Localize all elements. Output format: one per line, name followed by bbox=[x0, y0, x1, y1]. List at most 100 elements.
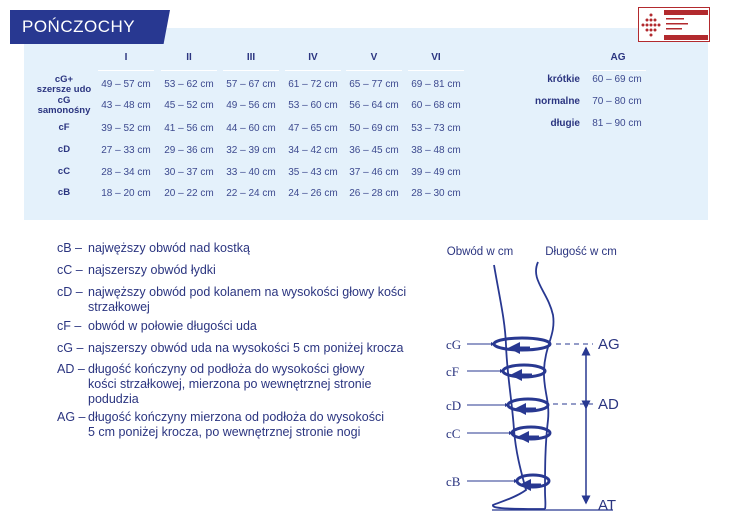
row-header: cC bbox=[29, 167, 99, 177]
circumference-ring-cB: cB bbox=[446, 473, 551, 491]
ring-label: cG bbox=[446, 337, 461, 352]
column-header: II bbox=[186, 52, 192, 63]
table-cell: 28 – 34 cm bbox=[101, 167, 151, 178]
table-cell: 32 – 39 cm bbox=[226, 145, 276, 156]
column-header: I bbox=[124, 52, 128, 63]
legend-text: najwęższy obwód nad kostką bbox=[88, 241, 250, 255]
table-cell: 33 – 40 cm bbox=[226, 167, 276, 178]
ag-row-value: 70 – 80 cm bbox=[592, 96, 642, 107]
divider bbox=[590, 70, 646, 71]
table-cell: 30 – 37 cm bbox=[164, 167, 214, 178]
ad-label: AD bbox=[598, 396, 619, 413]
table-cell: 49 – 57 cm bbox=[101, 79, 151, 90]
column-header: VI bbox=[431, 52, 441, 63]
row-sublabel: szersze udo bbox=[36, 84, 92, 95]
ag-row-label: krótkie bbox=[547, 74, 580, 85]
table-cell: 50 – 69 cm bbox=[349, 123, 399, 134]
ring-label: cB bbox=[446, 474, 461, 489]
table-cell: 39 – 52 cm bbox=[101, 123, 151, 134]
row-header: cD bbox=[29, 145, 99, 155]
ring-label: cC bbox=[446, 426, 460, 441]
legend-text: długość kończyny mierzona od podłoża do … bbox=[88, 410, 384, 424]
table-cell: 26 – 28 cm bbox=[349, 188, 399, 199]
ag-label: AG bbox=[598, 336, 620, 353]
table-cell: 53 – 73 cm bbox=[411, 123, 461, 134]
column-header: IV bbox=[308, 52, 318, 63]
divider bbox=[98, 70, 154, 71]
table-cell: 49 – 56 cm bbox=[226, 100, 276, 111]
legend-code: cF – bbox=[57, 319, 82, 333]
legend-text: 5 cm poniżej krocza, po wewnętrznej stro… bbox=[88, 425, 361, 439]
legend-text: strzałkowej bbox=[88, 300, 150, 314]
title-banner: POŃCZOCHY bbox=[10, 10, 170, 44]
row-header: cF bbox=[29, 123, 99, 133]
table-cell: 57 – 67 cm bbox=[226, 79, 276, 90]
row-header: cB bbox=[29, 188, 99, 198]
ral-logo-icon bbox=[641, 10, 708, 40]
table-cell: 34 – 42 cm bbox=[288, 145, 338, 156]
table-cell: 35 – 43 cm bbox=[288, 167, 338, 178]
divider bbox=[161, 70, 217, 71]
table-cell: 65 – 77 cm bbox=[349, 79, 399, 90]
circumference-label: Obwód w cm bbox=[447, 246, 513, 258]
table-cell: 22 – 24 cm bbox=[226, 188, 276, 199]
page-title: POŃCZOCHY bbox=[22, 17, 136, 36]
at-label: AT bbox=[598, 497, 616, 514]
ag-row-label: normalne bbox=[534, 96, 580, 107]
ag-row-value: 81 – 90 cm bbox=[592, 118, 642, 129]
divider bbox=[346, 70, 402, 71]
table-cell: 36 – 45 cm bbox=[349, 145, 399, 156]
row-sublabel: samonośny bbox=[37, 105, 91, 116]
legend-code: cG – bbox=[57, 341, 84, 355]
table-cell: 56 – 64 cm bbox=[349, 100, 399, 111]
legend-text: najszerszy obwód łydki bbox=[88, 263, 216, 277]
divider bbox=[285, 70, 341, 71]
column-header: III bbox=[246, 52, 256, 63]
table-cell: 45 – 52 cm bbox=[164, 100, 214, 111]
table-cell: 39 – 49 cm bbox=[411, 167, 461, 178]
legend-code: AG – bbox=[57, 410, 86, 424]
row-header: cG+ szersze udo bbox=[29, 75, 99, 95]
table-cell: 41 – 56 cm bbox=[164, 123, 214, 134]
legend-text: najwęższy obwód pod kolanem na wysokości… bbox=[88, 285, 407, 299]
divider bbox=[223, 70, 279, 71]
legend-code: AD – bbox=[57, 362, 85, 376]
table-cell: 29 – 36 cm bbox=[164, 145, 214, 156]
legend-text: najszerszy obwód uda na wysokości 5 cm p… bbox=[88, 341, 404, 355]
legend-code: cB – bbox=[57, 241, 83, 255]
table-cell: 43 – 48 cm bbox=[101, 100, 151, 111]
circumference-ring-cG: cG bbox=[446, 336, 552, 354]
divider bbox=[408, 70, 464, 71]
table-cell: 53 – 62 cm bbox=[164, 79, 214, 90]
table-cell: 27 – 33 cm bbox=[101, 145, 151, 156]
table-cell: 44 – 60 cm bbox=[226, 123, 276, 134]
table-cell: 60 – 68 cm bbox=[411, 100, 461, 111]
table-cell: 18 – 20 cm bbox=[101, 188, 151, 199]
ring-label: cD bbox=[446, 398, 461, 413]
legend-text: obwód w połowie długości uda bbox=[88, 319, 257, 333]
ag-row-label: długie bbox=[550, 118, 580, 129]
row-label: cG+ bbox=[54, 74, 74, 85]
ag-row-value: 60 – 69 cm bbox=[592, 74, 642, 85]
table-cell: 38 – 48 cm bbox=[411, 145, 461, 156]
row-label: cC bbox=[57, 166, 71, 177]
row-label: cF bbox=[58, 122, 70, 133]
row-label: cD bbox=[57, 144, 71, 155]
table-cell: 37 – 46 cm bbox=[349, 167, 399, 178]
table-cell: 61 – 72 cm bbox=[288, 79, 338, 90]
legend-text: kości strzałkowej, mierzona po wewnętrzn… bbox=[88, 377, 372, 391]
table-cell: 69 – 81 cm bbox=[411, 79, 461, 90]
leg-outline bbox=[492, 261, 555, 510]
table-cell: 53 – 60 cm bbox=[288, 100, 338, 111]
legend-code: cC – bbox=[57, 263, 83, 277]
ag-header: AG bbox=[610, 52, 626, 63]
circumference-ring-cD: cD bbox=[446, 397, 550, 415]
row-label: cG bbox=[57, 95, 71, 106]
legend-text: podudzia bbox=[88, 392, 139, 406]
ral-quality-logo bbox=[638, 7, 710, 42]
table-cell: 28 – 30 cm bbox=[411, 188, 461, 199]
legend-text: długość kończyny od podłoża do wysokości… bbox=[88, 362, 365, 376]
length-label: Długość w cm bbox=[545, 246, 617, 258]
table-cell: 24 – 26 cm bbox=[288, 188, 338, 199]
